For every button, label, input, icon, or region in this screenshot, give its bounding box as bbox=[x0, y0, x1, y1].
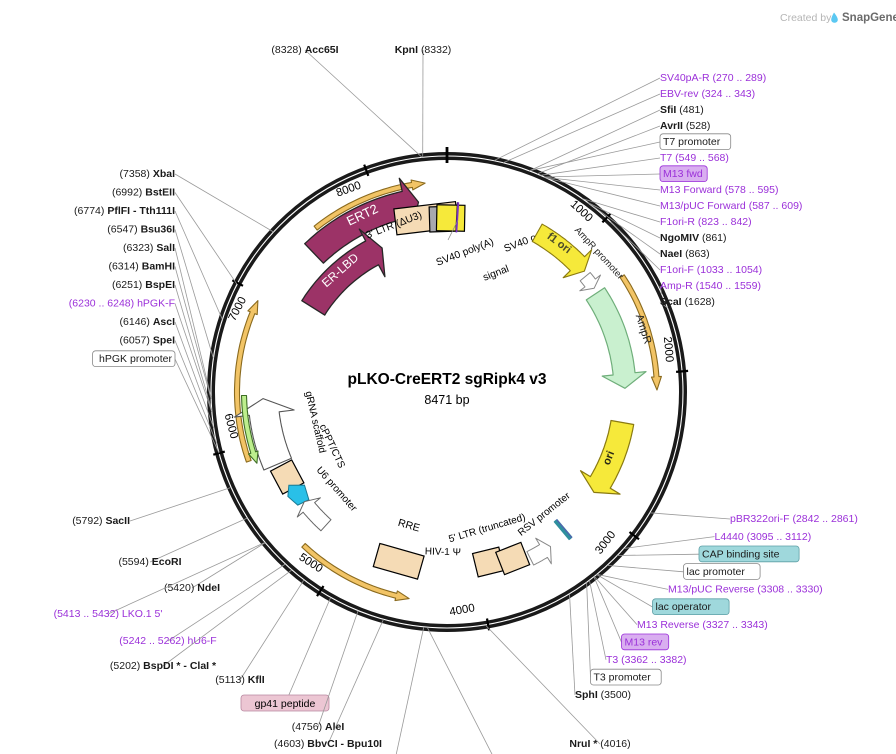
svg-text:8471 bp: 8471 bp bbox=[424, 393, 469, 407]
svg-text:gp41 peptide: gp41 peptide bbox=[255, 698, 316, 710]
svg-text:lac promoter: lac promoter bbox=[687, 566, 746, 578]
svg-text:(6323) SalI: (6323) SalI bbox=[123, 242, 175, 254]
svg-text:pLKO-CreERT2 sgRipk4 v3: pLKO-CreERT2 sgRipk4 v3 bbox=[348, 371, 547, 388]
svg-text:M13/pUC Reverse (3308 .. 333: M13/pUC Reverse (3308 .. 3330) bbox=[668, 584, 823, 596]
svg-text:(6992) BstEII: (6992) BstEII bbox=[112, 187, 175, 199]
svg-text:T3 promoter: T3 promoter bbox=[594, 672, 652, 684]
svg-text:(6547) Bsu36I: (6547) Bsu36I bbox=[107, 224, 175, 236]
svg-text:HIV-1 Ψ: HIV-1 Ψ bbox=[425, 546, 461, 558]
svg-text:(5202) BspDI * - ClaI *: (5202) BspDI * - ClaI * bbox=[110, 660, 217, 672]
svg-text:F1ori-F (1033 .. 1054): F1ori-F (1033 .. 1054) bbox=[660, 264, 762, 276]
svg-text:Created by: Created by bbox=[780, 12, 832, 24]
svg-text:(7358) XbaI: (7358) XbaI bbox=[120, 168, 176, 180]
svg-text:CAP binding site: CAP binding site bbox=[702, 548, 780, 560]
svg-text:T7 (549 .. 568): T7 (549 .. 568) bbox=[660, 152, 729, 164]
svg-text:(5420) NdeI: (5420) NdeI bbox=[164, 582, 220, 594]
svg-text:(6251) BspEI: (6251) BspEI bbox=[112, 279, 175, 291]
svg-text:(6057) SpeI: (6057) SpeI bbox=[120, 335, 176, 347]
svg-text:KpnI (8332): KpnI (8332) bbox=[395, 44, 452, 56]
svg-text:(6230 .. 6248) hPGK-F: (6230 .. 6248) hPGK-F bbox=[69, 298, 175, 310]
svg-text:M13/pUC Forward (587 .. 609): M13/pUC Forward (587 .. 609) bbox=[660, 200, 802, 212]
svg-text:(5413 .. 5432) LKO.1 5': (5413 .. 5432) LKO.1 5' bbox=[54, 608, 163, 620]
svg-text:(6146) AscI: (6146) AscI bbox=[120, 316, 176, 328]
svg-text:(4603) BbvCI - Bpu10I: (4603) BbvCI - Bpu10I bbox=[274, 738, 382, 750]
svg-text:(6314) BamHI: (6314) BamHI bbox=[108, 261, 175, 273]
svg-text:Amp-R (1540 .. 1559): Amp-R (1540 .. 1559) bbox=[660, 280, 761, 292]
svg-text:(5113) KflI: (5113) KflI bbox=[215, 674, 264, 686]
svg-text:M13 Reverse (3327 .. 3343): M13 Reverse (3327 .. 3343) bbox=[637, 619, 768, 631]
svg-text:(5594) EcoRI: (5594) EcoRI bbox=[118, 556, 181, 568]
svg-text:L4440 (3095 .. 3112): L4440 (3095 .. 3112) bbox=[715, 531, 812, 543]
svg-text:pBR322ori-F (2842 .. 2861): pBR322ori-F (2842 .. 2861) bbox=[730, 513, 858, 525]
svg-text:SphI (3500): SphI (3500) bbox=[575, 689, 631, 701]
svg-text:hPGK promoter: hPGK promoter bbox=[99, 353, 172, 365]
svg-text:NruI * (4016): NruI * (4016) bbox=[569, 738, 630, 750]
svg-text:T3 (3362 .. 3382): T3 (3362 .. 3382) bbox=[606, 654, 687, 666]
svg-text:(4756) AleI: (4756) AleI bbox=[292, 721, 345, 733]
svg-text:(6774) PflFI - Tth111I: (6774) PflFI - Tth111I bbox=[74, 205, 175, 217]
svg-text:EBV-rev (324 .. 343): EBV-rev (324 .. 343) bbox=[660, 88, 755, 100]
svg-text:M13 fwd: M13 fwd bbox=[663, 168, 703, 180]
svg-text:ScaI (1628): ScaI (1628) bbox=[660, 296, 715, 308]
svg-text:NaeI (863): NaeI (863) bbox=[660, 248, 710, 260]
svg-text:F1ori-R (823 .. 842): F1ori-R (823 .. 842) bbox=[660, 216, 752, 228]
svg-text:SfiI (481): SfiI (481) bbox=[660, 104, 704, 116]
svg-text:M13 rev: M13 rev bbox=[625, 636, 664, 648]
svg-text:M13 Forward (578 .. 595): M13 Forward (578 .. 595) bbox=[660, 184, 778, 196]
svg-text:(8328) Acc65I: (8328) Acc65I bbox=[271, 44, 338, 56]
svg-text:2000: 2000 bbox=[661, 336, 675, 363]
svg-text:SnapGene: SnapGene bbox=[842, 12, 896, 24]
svg-text:(5792) SacII: (5792) SacII bbox=[72, 515, 130, 527]
svg-text:NgoMIV (861): NgoMIV (861) bbox=[660, 232, 727, 244]
svg-text:SV40pA-R (270 .. 289): SV40pA-R (270 .. 289) bbox=[660, 72, 766, 84]
svg-text:T7 promoter: T7 promoter bbox=[663, 136, 721, 148]
svg-text:lac operator: lac operator bbox=[656, 601, 712, 613]
svg-text:AvrII (528): AvrII (528) bbox=[660, 120, 710, 132]
